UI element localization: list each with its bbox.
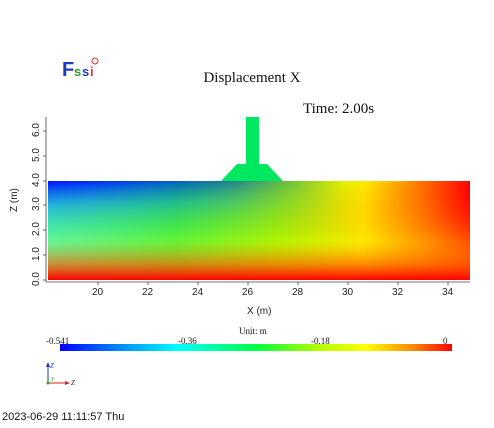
colorbar-unit: Unit: m <box>239 326 267 336</box>
svg-text:i: i <box>90 64 94 79</box>
x-tick: 34 <box>442 287 454 298</box>
colorbar-label-min: -0.541 <box>46 336 70 346</box>
fssi-logo: F s s i <box>62 57 99 80</box>
colorbar-label-max: 0 <box>443 336 448 346</box>
svg-text:s: s <box>74 64 81 79</box>
orientation-triad: Z Z Y <box>46 362 75 387</box>
colorbar-label: -0.18 <box>311 336 330 346</box>
svg-text:Z: Z <box>71 379 75 387</box>
structure <box>221 117 283 181</box>
x-tick: 30 <box>342 287 354 298</box>
y-tick: 2.0 <box>31 222 42 236</box>
y-tick: 1.0 <box>31 247 42 261</box>
x-axis-title: X (m) <box>247 306 271 317</box>
time-label: Time: 2.00s <box>303 101 375 117</box>
x-tick: 24 <box>192 287 204 298</box>
y-tick: 4.0 <box>31 173 42 187</box>
colorbar <box>60 344 452 351</box>
colorbar-label: -0.36 <box>178 336 197 346</box>
x-tick: 26 <box>242 287 254 298</box>
y-tick: 5.0 <box>31 148 42 162</box>
displacement-plot: 0.0 1.0 2.0 3.0 4.0 5.0 6.0 Z (m) 20 22 … <box>9 117 470 317</box>
svg-text:Y: Y <box>51 377 55 383</box>
plot-title: Displacement X <box>203 70 301 86</box>
svg-text:F: F <box>62 59 74 80</box>
timestamp: 2023-06-29 11:11:57 Thu <box>2 411 125 423</box>
y-tick-labels: 0.0 1.0 2.0 3.0 4.0 5.0 6.0 <box>31 123 42 286</box>
axes <box>45 117 470 283</box>
y-tick: 3.0 <box>31 197 42 211</box>
soil-domain <box>48 181 470 280</box>
x-tick: 20 <box>92 287 104 298</box>
svg-text:s: s <box>82 64 89 79</box>
x-tick: 28 <box>292 287 304 298</box>
x-tick-labels: 20 22 24 26 28 30 32 34 <box>92 287 454 298</box>
y-axis-title: Z (m) <box>9 188 20 212</box>
svg-text:Z: Z <box>50 362 54 370</box>
y-tick: 6.0 <box>31 123 42 137</box>
x-tick: 32 <box>392 287 404 298</box>
y-tick: 0.0 <box>31 272 42 286</box>
x-tick: 22 <box>142 287 154 298</box>
